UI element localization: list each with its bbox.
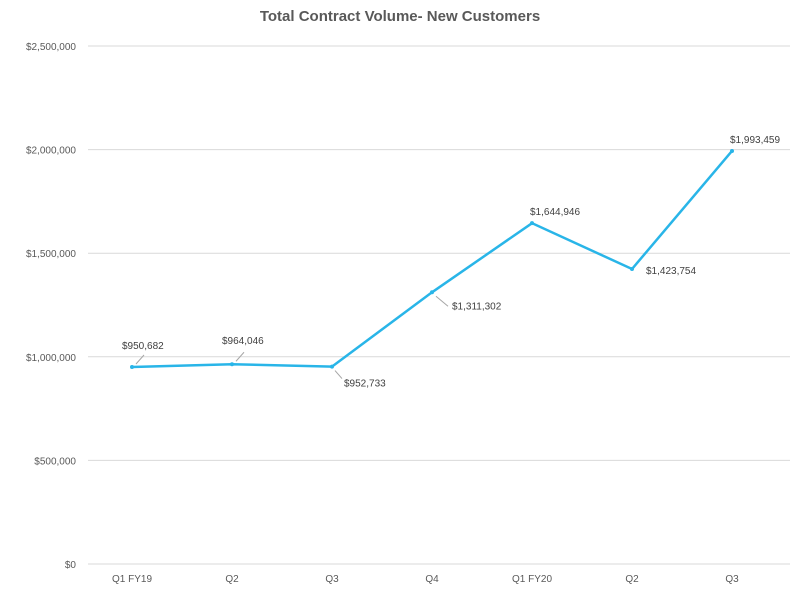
y-tick-label: $500,000 [34, 456, 76, 467]
x-tick-label: Q3 [725, 574, 739, 585]
x-tick-label: Q2 [225, 574, 239, 585]
data-point [630, 266, 634, 271]
leader-line [334, 370, 343, 379]
leader-line [235, 351, 245, 362]
data-label: $1,423,754 [646, 266, 696, 277]
leader-line [435, 295, 449, 307]
x-tick-label: Q2 [625, 574, 639, 585]
leader-line [135, 354, 145, 365]
data-point [130, 365, 134, 370]
x-tick-label: Q1 FY20 [512, 574, 552, 585]
x-tick-label: Q1 FY19 [112, 574, 152, 585]
data-point [230, 362, 234, 367]
data-label: $964,046 [222, 336, 264, 347]
data-point [530, 221, 534, 226]
series-line [131, 150, 733, 369]
chart-title: Total Contract Volume- New Customers [259, 8, 541, 25]
data-point [730, 148, 734, 153]
data-label: $1,993,459 [730, 135, 780, 146]
y-tick-label: $1,000,000 [26, 353, 76, 364]
y-tick-label: $0 [65, 560, 77, 571]
y-tick-label: $2,000,000 [26, 146, 76, 157]
data-point [330, 364, 334, 369]
y-tick-label: $2,500,000 [26, 42, 76, 53]
data-label: $952,733 [344, 379, 386, 390]
data-label: $950,682 [122, 341, 164, 352]
x-tick-label: Q4 [425, 574, 439, 585]
data-label: $1,311,302 [452, 301, 502, 312]
data-point [430, 290, 434, 295]
y-tick-label: $1,500,000 [26, 249, 76, 260]
data-label: $1,644,946 [530, 207, 580, 218]
x-tick-label: Q3 [325, 574, 339, 585]
